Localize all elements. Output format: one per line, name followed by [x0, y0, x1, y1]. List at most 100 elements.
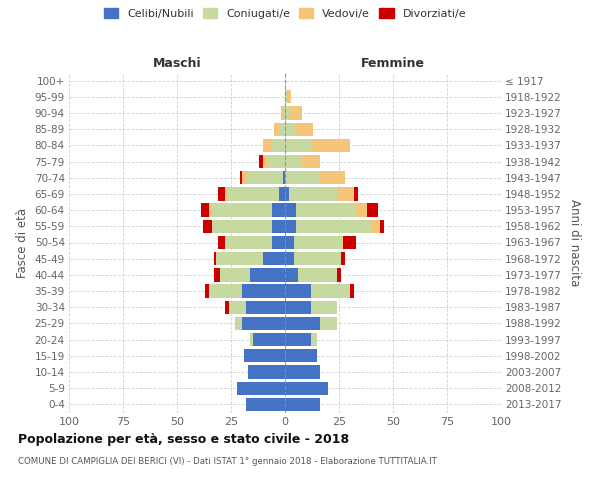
Bar: [216, 252, 263, 266]
Bar: [201, 204, 209, 217]
Bar: [285, 366, 320, 378]
Bar: [371, 220, 380, 233]
Bar: [263, 138, 272, 152]
Bar: [227, 188, 278, 200]
Text: COMUNE DI CAMPIGLIA DEI BERICI (VI) - Dati ISTAT 1° gennaio 2018 - Elaborazione : COMUNE DI CAMPIGLIA DEI BERICI (VI) - Da…: [18, 458, 437, 466]
Bar: [224, 188, 227, 200]
Bar: [250, 268, 285, 281]
Bar: [296, 220, 371, 233]
Bar: [248, 171, 283, 184]
Bar: [283, 171, 285, 184]
Bar: [246, 398, 285, 411]
Bar: [242, 317, 285, 330]
Bar: [289, 106, 302, 120]
Bar: [214, 268, 220, 281]
Bar: [268, 155, 285, 168]
Bar: [263, 155, 268, 168]
Bar: [224, 300, 229, 314]
Bar: [224, 236, 272, 249]
Bar: [337, 188, 354, 200]
Bar: [218, 236, 224, 249]
Bar: [214, 252, 216, 266]
Bar: [296, 204, 356, 217]
Legend: Celibi/Nubili, Coniugati/e, Vedovi/e, Divorziati/e: Celibi/Nubili, Coniugati/e, Vedovi/e, Di…: [104, 8, 466, 19]
Bar: [311, 333, 317, 346]
Bar: [281, 106, 283, 120]
Bar: [311, 300, 337, 314]
Bar: [285, 204, 296, 217]
Bar: [285, 398, 320, 411]
Bar: [205, 284, 209, 298]
Bar: [253, 333, 285, 346]
Bar: [209, 284, 242, 298]
Bar: [220, 268, 250, 281]
Bar: [341, 236, 343, 249]
Bar: [235, 317, 242, 330]
Bar: [320, 171, 346, 184]
Bar: [242, 284, 285, 298]
Bar: [272, 220, 285, 233]
Text: Maschi: Maschi: [152, 57, 202, 70]
Bar: [244, 349, 285, 362]
Bar: [285, 317, 320, 330]
Bar: [272, 138, 285, 152]
Bar: [212, 204, 272, 217]
Bar: [278, 188, 285, 200]
Bar: [285, 106, 289, 120]
Bar: [239, 171, 242, 184]
Bar: [272, 204, 285, 217]
Bar: [259, 155, 263, 168]
Bar: [293, 252, 341, 266]
Bar: [285, 333, 311, 346]
Bar: [311, 284, 350, 298]
Bar: [242, 171, 248, 184]
Bar: [298, 268, 337, 281]
Bar: [285, 349, 317, 362]
Bar: [285, 155, 302, 168]
Bar: [285, 300, 311, 314]
Bar: [343, 236, 356, 249]
Bar: [285, 236, 293, 249]
Bar: [209, 204, 212, 217]
Bar: [283, 106, 285, 120]
Bar: [203, 220, 212, 233]
Bar: [263, 252, 285, 266]
Bar: [229, 300, 246, 314]
Bar: [341, 252, 346, 266]
Bar: [337, 268, 341, 281]
Bar: [285, 220, 296, 233]
Bar: [285, 382, 328, 395]
Bar: [287, 90, 292, 104]
Bar: [272, 236, 285, 249]
Bar: [354, 188, 358, 200]
Text: Femmine: Femmine: [361, 57, 425, 70]
Y-axis label: Anni di nascita: Anni di nascita: [568, 199, 581, 286]
Bar: [350, 284, 354, 298]
Y-axis label: Fasce di età: Fasce di età: [16, 208, 29, 278]
Bar: [250, 333, 253, 346]
Bar: [380, 220, 385, 233]
Bar: [285, 268, 298, 281]
Bar: [246, 300, 285, 314]
Bar: [293, 236, 341, 249]
Bar: [285, 138, 311, 152]
Bar: [212, 220, 272, 233]
Bar: [278, 122, 285, 136]
Bar: [248, 366, 285, 378]
Bar: [320, 317, 337, 330]
Bar: [285, 188, 289, 200]
Bar: [285, 171, 320, 184]
Bar: [302, 155, 320, 168]
Bar: [311, 138, 350, 152]
Bar: [367, 204, 378, 217]
Bar: [296, 122, 313, 136]
Bar: [238, 382, 285, 395]
Bar: [285, 90, 287, 104]
Bar: [285, 252, 293, 266]
Bar: [285, 122, 296, 136]
Bar: [289, 188, 337, 200]
Bar: [356, 204, 367, 217]
Text: Popolazione per età, sesso e stato civile - 2018: Popolazione per età, sesso e stato civil…: [18, 432, 349, 446]
Bar: [285, 284, 311, 298]
Bar: [274, 122, 278, 136]
